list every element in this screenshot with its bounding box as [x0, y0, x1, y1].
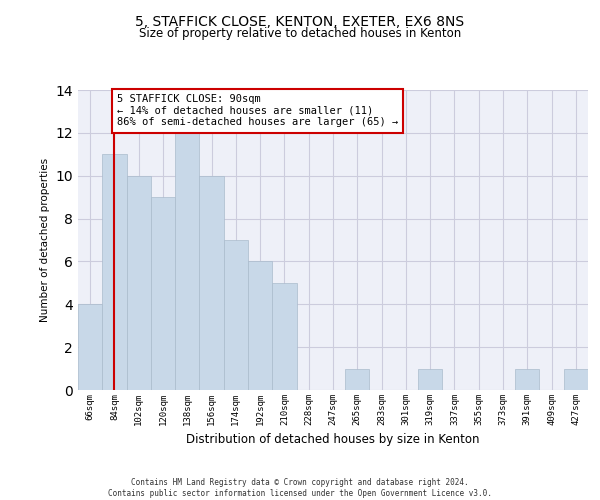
Bar — [199, 176, 224, 390]
Bar — [78, 304, 102, 390]
Bar — [224, 240, 248, 390]
Bar — [345, 368, 370, 390]
Bar — [515, 368, 539, 390]
Bar — [175, 133, 199, 390]
Text: Size of property relative to detached houses in Kenton: Size of property relative to detached ho… — [139, 28, 461, 40]
Text: 5 STAFFICK CLOSE: 90sqm
← 14% of detached houses are smaller (11)
86% of semi-de: 5 STAFFICK CLOSE: 90sqm ← 14% of detache… — [117, 94, 398, 128]
Y-axis label: Number of detached properties: Number of detached properties — [40, 158, 50, 322]
Bar — [127, 176, 151, 390]
Text: 5, STAFFICK CLOSE, KENTON, EXETER, EX6 8NS: 5, STAFFICK CLOSE, KENTON, EXETER, EX6 8… — [136, 15, 464, 29]
Bar — [102, 154, 127, 390]
X-axis label: Distribution of detached houses by size in Kenton: Distribution of detached houses by size … — [186, 434, 480, 446]
Text: Contains HM Land Registry data © Crown copyright and database right 2024.
Contai: Contains HM Land Registry data © Crown c… — [108, 478, 492, 498]
Bar — [418, 368, 442, 390]
Bar — [151, 197, 175, 390]
Bar — [248, 262, 272, 390]
Bar — [564, 368, 588, 390]
Bar — [272, 283, 296, 390]
